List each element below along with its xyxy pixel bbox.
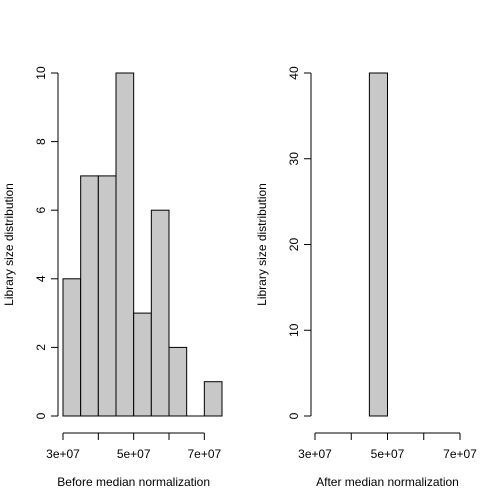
x-tick-label: 7e+07	[187, 447, 221, 461]
y-tick-label: 8	[34, 138, 48, 145]
histogram-bar	[168, 346, 188, 417]
histogram-bar	[80, 175, 99, 417]
y-tick-label: 0	[287, 412, 301, 419]
y-tick-label: 40	[287, 66, 301, 80]
y-tick-label: 4	[34, 275, 48, 282]
histogram-panel-1: 3e+07 5e+07 7e+07 0 2 4 6 8 10 Before median norm…	[2, 66, 223, 489]
x-tick-label: 3e+07	[46, 447, 80, 461]
x-tick-label: 7e+07	[443, 447, 477, 461]
histogram-panel-2: 3e+07 5e+07 7e+07 0 10 20 30 40 After median nor…	[255, 66, 477, 489]
x-tick-label: 5e+07	[371, 447, 405, 461]
y-tick-label: 30	[287, 152, 301, 166]
y-tick-label: 0	[34, 412, 48, 419]
y-tick-label: 20	[287, 238, 301, 252]
x-axis-title: Before median normalization	[57, 475, 210, 489]
histogram-bar	[97, 175, 117, 417]
x-tick-label: 5e+07	[117, 447, 151, 461]
histogram-bar	[133, 312, 152, 417]
histogram-bar	[115, 72, 135, 417]
x-axis-title: After median normalization	[316, 475, 459, 489]
histogram-bar	[203, 381, 223, 417]
y-axis-title: Library size distribution	[2, 183, 16, 306]
y-tick-label: 2	[34, 344, 48, 351]
histogram-bar	[368, 72, 388, 417]
y-tick-label: 6	[34, 207, 48, 214]
histogram-bar	[150, 209, 170, 417]
y-axis-title: Library size distribution	[255, 183, 269, 306]
y-tick-label: 10	[34, 66, 48, 80]
histogram-bar	[62, 278, 82, 417]
x-tick-label: 3e+07	[298, 447, 332, 461]
y-tick-label: 10	[287, 323, 301, 337]
